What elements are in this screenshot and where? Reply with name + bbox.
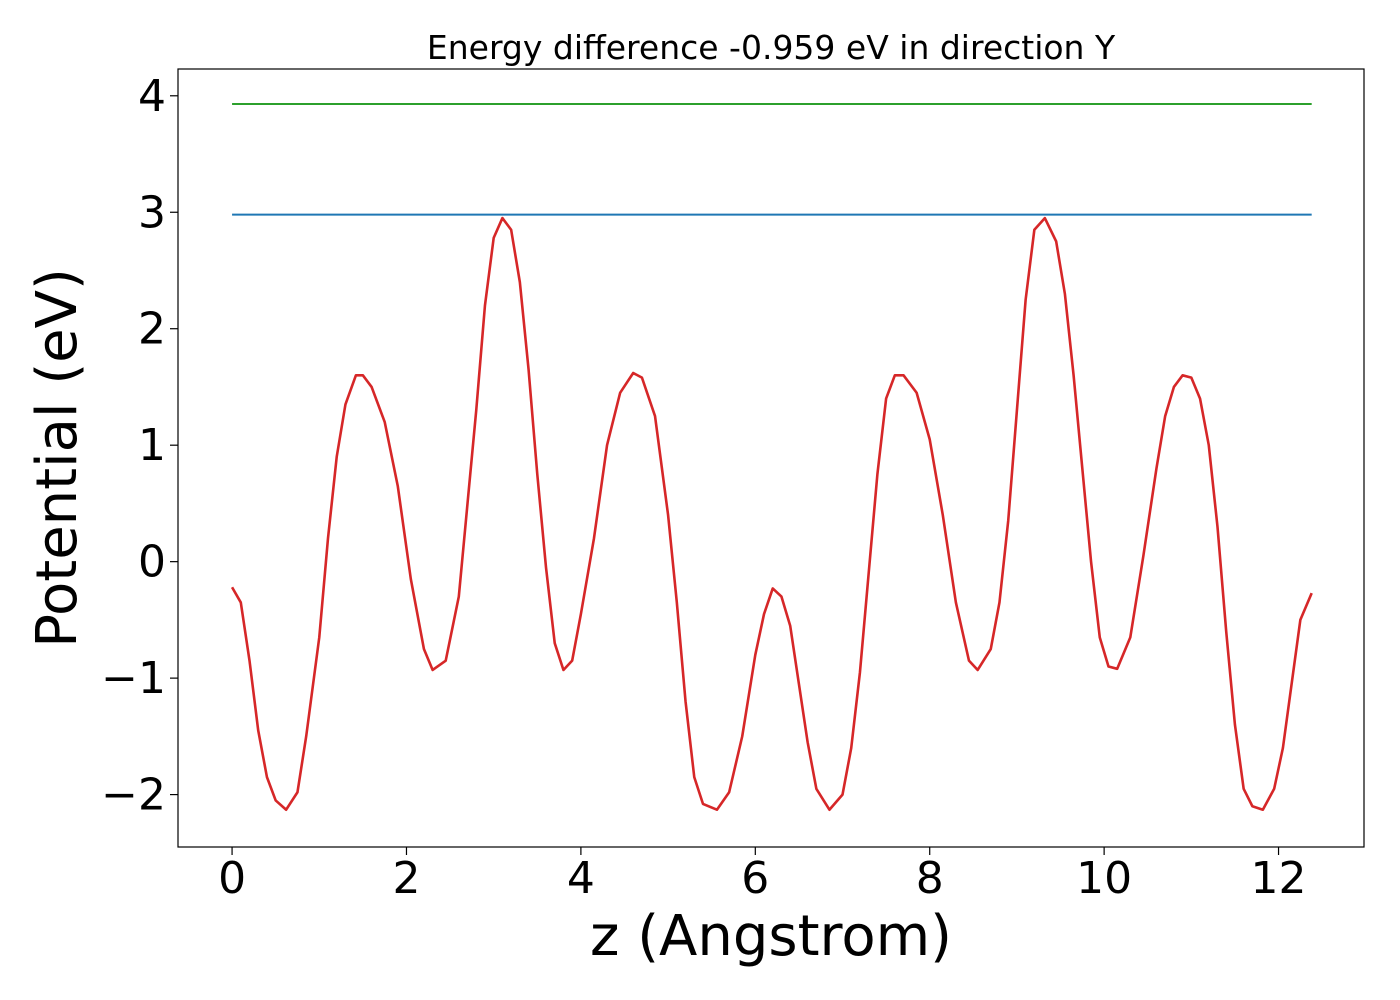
plot-series-group bbox=[230, 102, 1313, 812]
x-tick-label: 12 bbox=[1251, 853, 1307, 904]
x-tick-label: 6 bbox=[741, 853, 769, 904]
plot-frame bbox=[177, 68, 1365, 848]
y-tick-label: 0 bbox=[138, 537, 166, 588]
y-axis: −2 −1 0 1 2 3 4 bbox=[101, 71, 178, 821]
chart-title: Energy difference -0.959 eV in direction… bbox=[427, 28, 1116, 67]
y-tick-label: −1 bbox=[101, 653, 166, 704]
y-tick-label: 1 bbox=[138, 420, 166, 471]
y-axis-label: Potential (eV) bbox=[25, 268, 90, 648]
y-tick-label: 3 bbox=[138, 187, 166, 238]
y-tick-label: 2 bbox=[138, 304, 166, 355]
x-tick-label: 4 bbox=[567, 853, 595, 904]
potential-curve bbox=[230, 216, 1313, 812]
x-tick-label: 0 bbox=[218, 853, 246, 904]
x-tick-label: 2 bbox=[392, 853, 420, 904]
x-tick-label: 10 bbox=[1076, 853, 1132, 904]
x-axis-label: z (Angstrom) bbox=[590, 904, 952, 969]
x-tick-label: 8 bbox=[916, 853, 944, 904]
y-tick-label: 4 bbox=[138, 71, 166, 122]
x-axis: 0 2 4 6 8 10 12 bbox=[218, 847, 1307, 904]
y-tick-label: −2 bbox=[101, 770, 166, 821]
